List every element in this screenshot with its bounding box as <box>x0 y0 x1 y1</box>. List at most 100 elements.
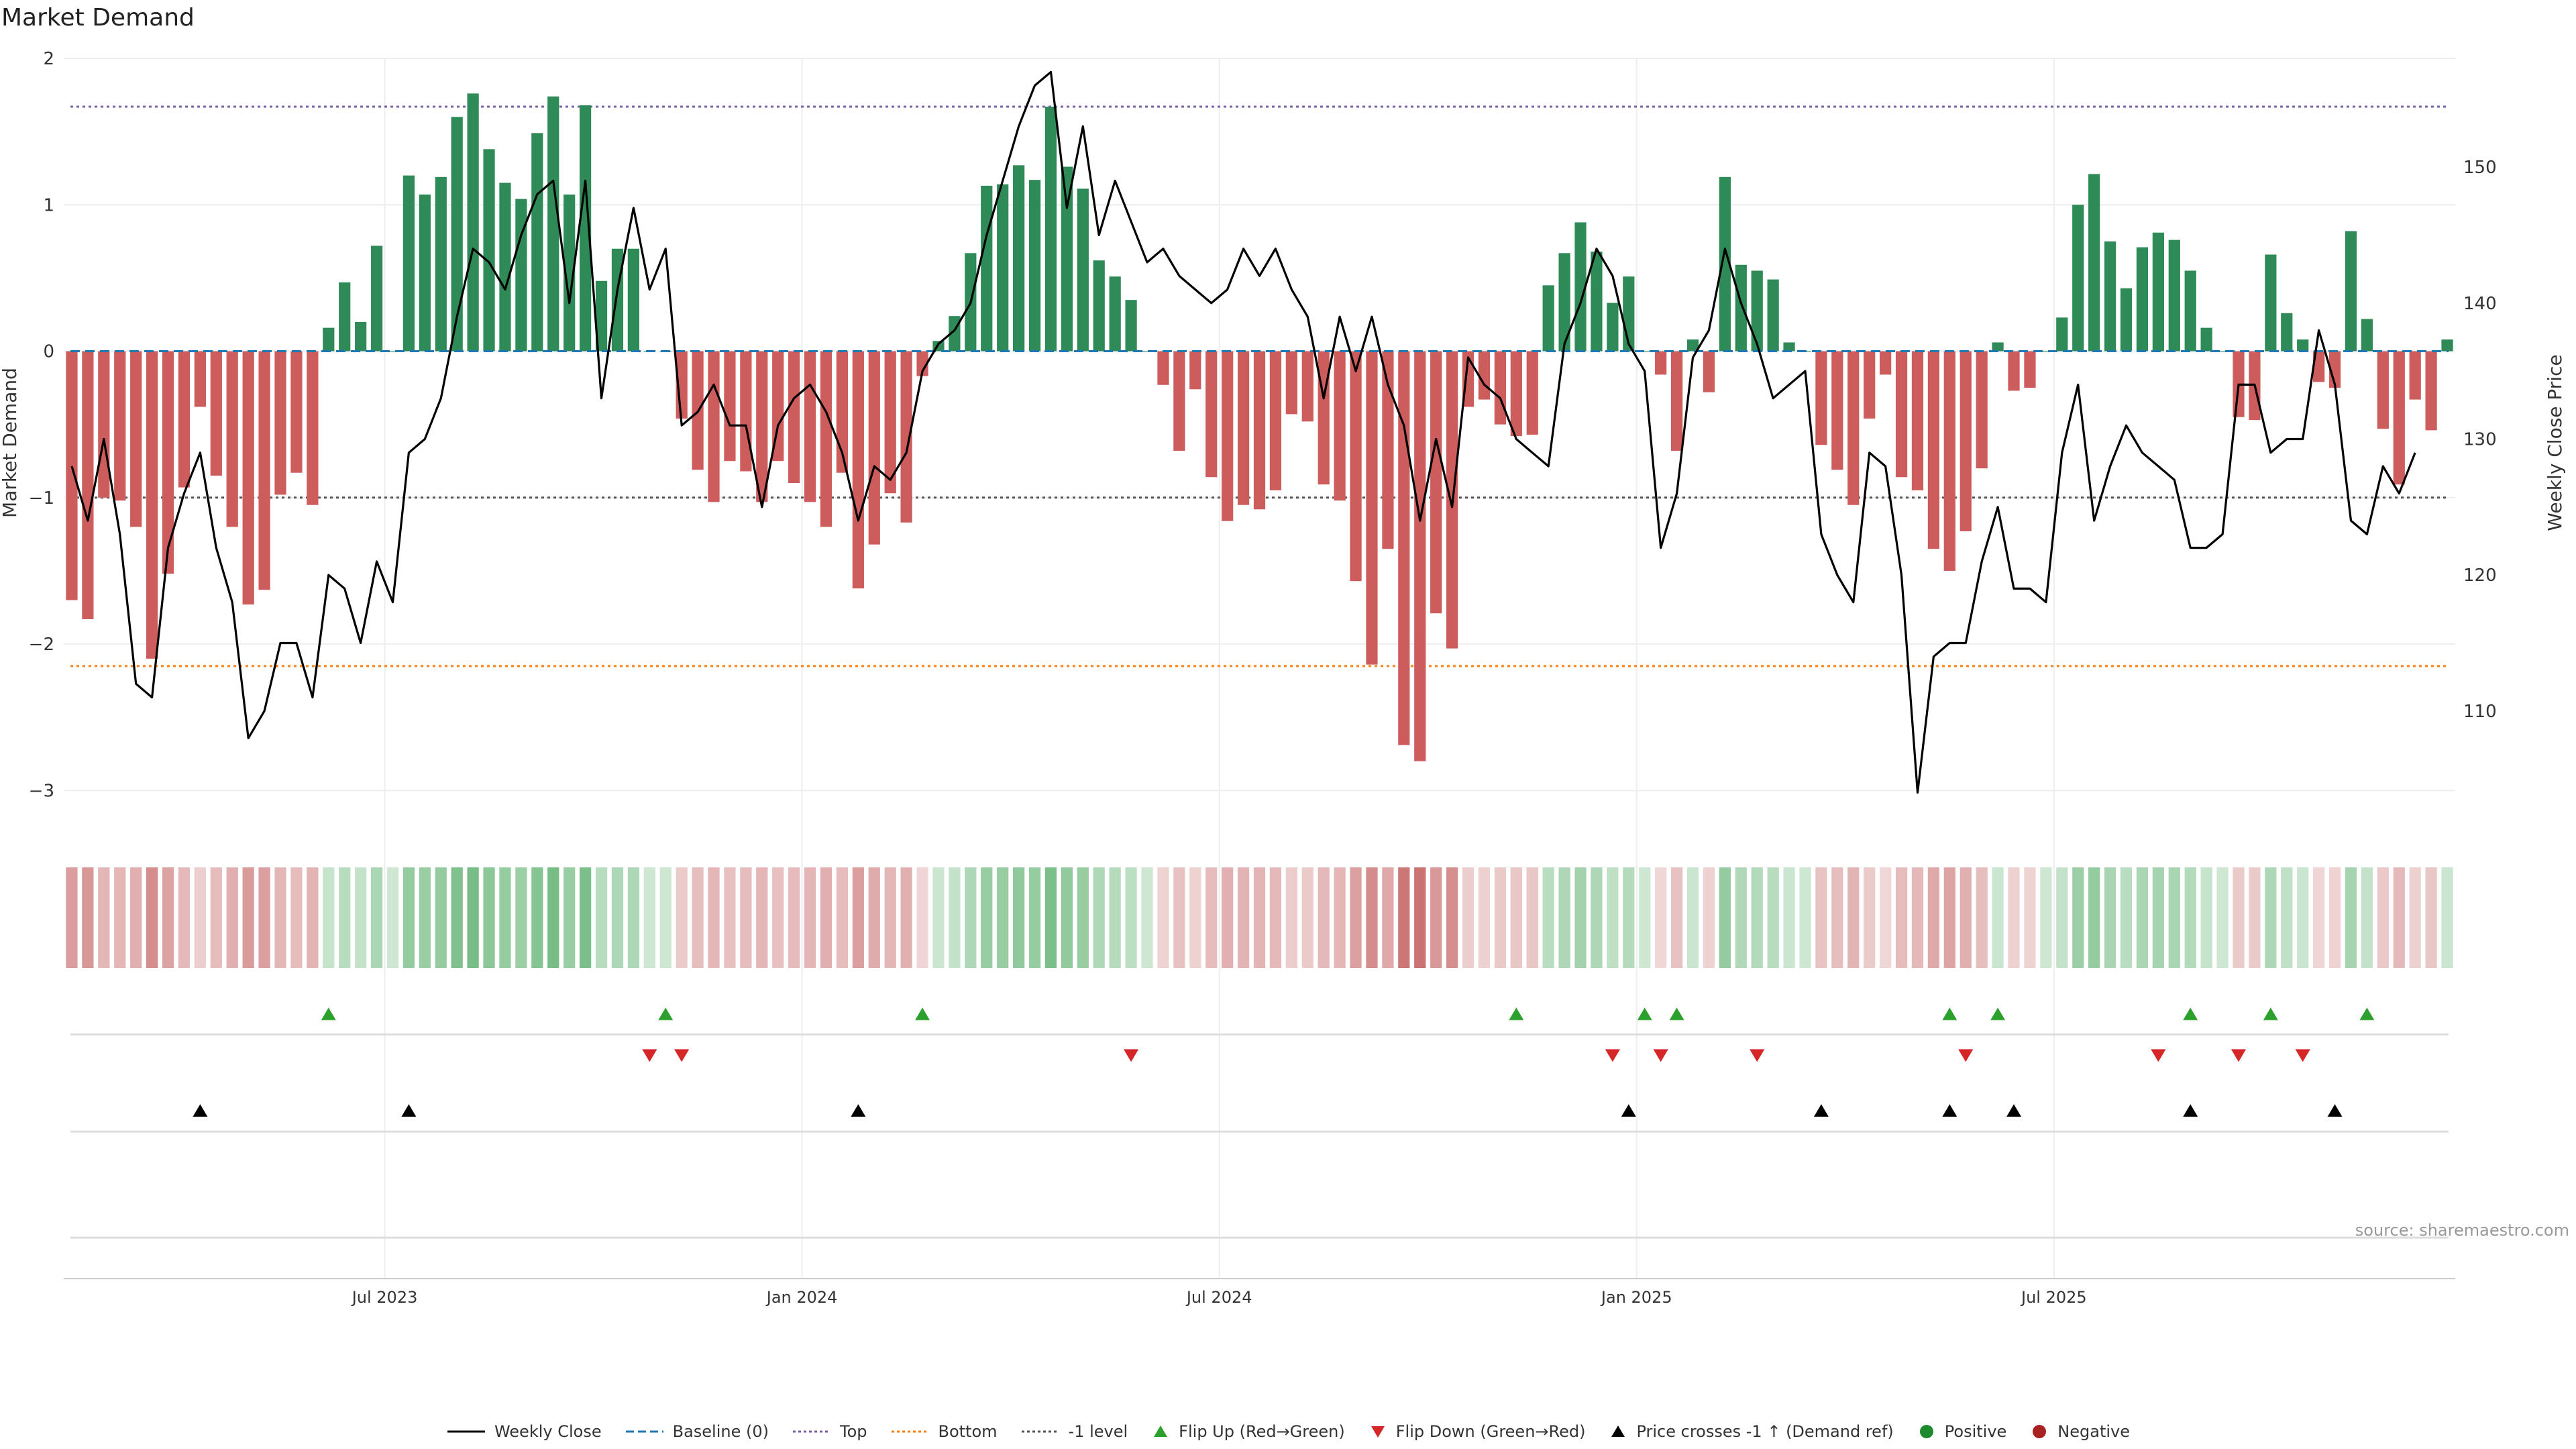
flip-down-marker <box>1750 1049 1765 1062</box>
strip-cell <box>1815 867 1827 968</box>
strip-cell <box>2281 867 2293 968</box>
demand-bar <box>1607 303 1619 352</box>
strip-cell <box>2040 867 2052 968</box>
strip-cell <box>1751 867 1763 968</box>
demand-bar <box>162 351 174 574</box>
demand-bar <box>2104 241 2116 352</box>
legend-label: Top <box>840 1422 867 1441</box>
demand-bar <box>1542 285 1554 352</box>
strip-cell <box>1574 867 1587 968</box>
strip-cell <box>547 867 559 968</box>
demand-bar <box>1157 351 1169 385</box>
strip-cell <box>1285 867 1297 968</box>
strip-cell <box>1141 867 1153 968</box>
legend-item-bottom: Bottom <box>890 1422 998 1441</box>
strip-cell <box>2297 867 2309 968</box>
strip-cell <box>2441 867 2453 968</box>
y-axis-label-right: Weekly Close Price <box>2544 354 2566 531</box>
strip-cell <box>1623 867 1635 968</box>
strip-cell <box>900 867 912 968</box>
demand-bar <box>2120 288 2133 352</box>
strip-cell <box>419 867 431 968</box>
strip-cell <box>1125 867 1137 968</box>
strip-cell <box>1301 867 1313 968</box>
strip-cell <box>1269 867 1282 968</box>
strip-cell <box>1237 867 1250 968</box>
demand-bar <box>258 351 270 590</box>
strip-cell <box>1173 867 1185 968</box>
demand-bar <box>1301 351 1313 422</box>
source-note: source: sharemaestro.com <box>2355 1221 2569 1240</box>
flip-up-marker <box>658 1008 674 1020</box>
strip-cell <box>402 867 415 968</box>
strip-cell <box>1558 867 1570 968</box>
flip-up-marker <box>1637 1008 1652 1020</box>
demand-bar <box>1430 351 1442 614</box>
strip-cell <box>2104 867 2116 968</box>
strip-cell <box>1542 867 1554 968</box>
demand-bar <box>1976 351 1988 469</box>
strip-cell <box>339 867 351 968</box>
strip-cell <box>564 867 576 968</box>
demand-bar <box>274 351 286 495</box>
demand-bar <box>1815 351 1827 445</box>
legend-label: Price crosses -1 ↑ (Demand ref) <box>1636 1422 1894 1441</box>
legend-swatch-icon <box>1611 1426 1625 1437</box>
demand-bar <box>724 351 736 462</box>
price-cross-marker <box>193 1104 208 1117</box>
demand-bar <box>114 351 126 501</box>
x-tick-label: Jan 2024 <box>765 1288 838 1307</box>
demand-bar <box>1093 260 1105 352</box>
legend-swatch-icon <box>891 1430 929 1433</box>
demand-bar <box>1864 351 1876 419</box>
strip-cell <box>66 867 78 968</box>
strip-cell <box>997 867 1009 968</box>
demand-bar <box>852 351 864 589</box>
demand-bar <box>1911 351 1924 490</box>
demand-bar <box>1526 351 1538 435</box>
flip-up-marker <box>321 1008 336 1020</box>
strip-cell <box>435 867 447 968</box>
legend-item-weekly_close: Weekly Close <box>446 1422 602 1441</box>
demand-bar <box>1077 189 1089 352</box>
demand-bar <box>2409 351 2421 400</box>
legend-swatch-icon <box>2033 1425 2047 1438</box>
strip-cell <box>1895 867 1908 968</box>
strip-cell <box>1382 867 1394 968</box>
strip-cell <box>788 867 800 968</box>
strip-cell <box>355 867 367 968</box>
strip-cell <box>1911 867 1924 968</box>
demand-bar <box>1574 222 1587 352</box>
strip-cell <box>1205 867 1218 968</box>
demand-bar <box>98 351 110 498</box>
demand-bar <box>1222 351 1234 521</box>
demand-bar <box>595 280 608 352</box>
strip-cell <box>756 867 768 968</box>
demand-bar <box>1703 351 1715 392</box>
demand-bar <box>66 351 78 600</box>
demand-bar <box>627 248 639 352</box>
strip-cell <box>1012 867 1025 968</box>
demand-bar <box>2072 205 2084 352</box>
strip-cell <box>852 867 864 968</box>
strip-cell <box>868 867 880 968</box>
demand-bar <box>499 182 511 352</box>
demand-bar <box>1510 351 1522 437</box>
demand-bar <box>2345 231 2357 352</box>
strip-cell <box>1686 867 1699 968</box>
strip-cell <box>2152 867 2164 968</box>
strip-cell <box>1334 867 1346 968</box>
demand-bar <box>1735 264 1747 352</box>
demand-bar <box>1285 351 1297 415</box>
strip-cell <box>2088 867 2100 968</box>
flip-down-marker <box>1605 1049 1620 1062</box>
demand-bar <box>1767 279 1779 352</box>
demand-bar <box>339 282 351 352</box>
strip-cell <box>2136 867 2149 968</box>
demand-bar <box>146 351 158 659</box>
demand-bar <box>1173 351 1185 451</box>
chart-legend: Weekly Close Baseline (0) Top Bottom -1 leve… <box>0 1422 2576 1441</box>
demand-bar <box>2008 351 2020 391</box>
strip-cell <box>1735 867 1747 968</box>
